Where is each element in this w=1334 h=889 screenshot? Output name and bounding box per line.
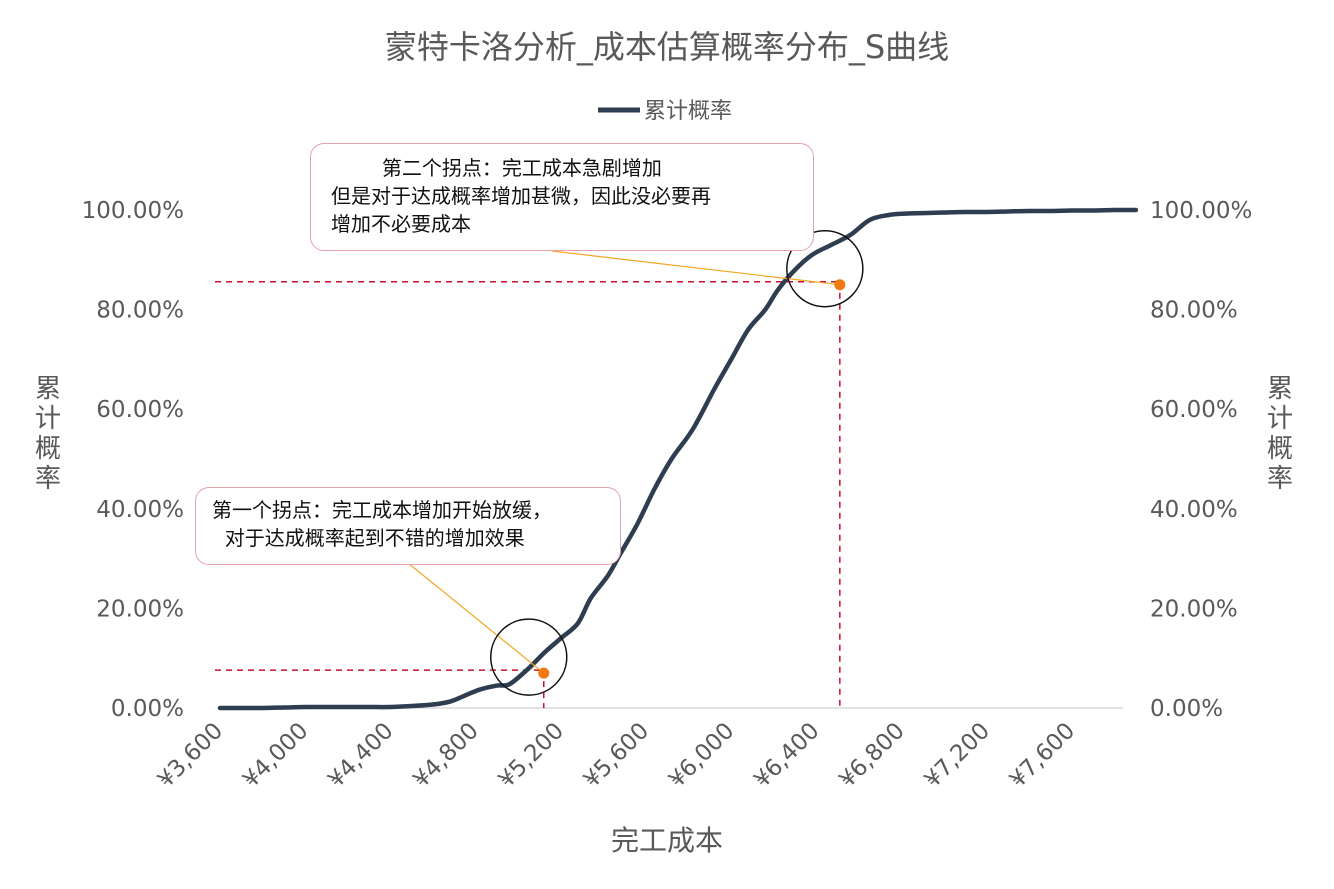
y-tick-label-left: 20.00% xyxy=(96,596,184,622)
callout-2-line-3: 增加不必要成本 xyxy=(331,212,471,236)
callout-1-line-1: 第一个拐点：完工成本增加开始放缓， xyxy=(212,498,552,522)
chart-title: 蒙特卡洛分析_成本估算概率分布_S曲线 xyxy=(385,28,949,66)
y-tick-label-left: 80.00% xyxy=(96,298,184,324)
leader-line xyxy=(407,562,545,674)
callout-inflection-2: 第二个拐点：完工成本急剧增加 但是对于达成概率增加甚微，因此没必要再 增加不必要… xyxy=(310,143,814,251)
x-tick-label: ¥4,000 xyxy=(238,718,313,793)
y-axis-left: 0.00% 20.00% 40.00% 60.00% 80.00% 100.00% xyxy=(82,198,184,722)
series-layer xyxy=(217,207,1139,711)
highlight-circle xyxy=(786,229,864,308)
x-tick-label: ¥3,600 xyxy=(153,718,228,793)
y-tick-label-right: 80.00% xyxy=(1150,298,1238,324)
y-tick-label-left: 40.00% xyxy=(96,497,184,523)
y-tick-label-right: 20.00% xyxy=(1150,596,1238,622)
inflection-point-marker xyxy=(538,667,550,679)
svg-text:累计概率: 累计概率 xyxy=(35,374,61,494)
highlight-layer xyxy=(407,229,864,696)
leader-line xyxy=(551,250,840,286)
callout-2-line-1: 第二个拐点：完工成本急剧增加 xyxy=(331,156,662,180)
guide-lines xyxy=(215,280,841,708)
svg-text:累计概率: 累计概率 xyxy=(1267,374,1293,494)
x-tick-label: ¥4,800 xyxy=(409,718,484,793)
y-tick-label-left: 60.00% xyxy=(96,397,184,423)
x-tick-label: ¥7,200 xyxy=(920,718,995,793)
x-axis-title: 完工成本 xyxy=(611,824,723,857)
series-line xyxy=(217,207,1139,711)
y-axis-title-right: 累计概率 xyxy=(1267,374,1293,494)
x-tick-label: ¥6,800 xyxy=(835,718,910,793)
y-axis-right: 0.00% 20.00% 40.00% 60.00% 80.00% 100.00% xyxy=(1150,198,1252,722)
x-tick-label: ¥6,400 xyxy=(749,718,824,793)
x-tick-label: ¥7,600 xyxy=(1005,718,1080,793)
y-axis-title-left: 累计概率 xyxy=(35,374,61,494)
x-axis: ¥3,600 ¥4,000 ¥4,400 ¥4,800 ¥5,200 ¥5,600 ¥6,0… xyxy=(153,718,1080,793)
callout-2-line-2: 但是对于达成概率增加甚微，因此没必要再 xyxy=(331,184,711,208)
y-tick-label-right: 0.00% xyxy=(1150,696,1223,722)
y-tick-label-right: 40.00% xyxy=(1150,497,1238,523)
x-tick-label: ¥6,000 xyxy=(664,718,739,793)
y-tick-label-left: 100.00% xyxy=(82,198,184,224)
y-tick-label-right: 100.00% xyxy=(1150,198,1252,224)
inflection-point-marker xyxy=(834,279,846,291)
x-tick-label: ¥5,600 xyxy=(579,718,654,793)
highlight-circle xyxy=(490,618,568,696)
callout-1-line-2: 对于达成概率起到不错的增加效果 xyxy=(212,526,525,550)
legend: 累计概率 xyxy=(598,99,732,124)
y-tick-label-right: 60.00% xyxy=(1150,397,1238,423)
x-tick-label: ¥5,200 xyxy=(494,718,569,793)
x-tick-label: ¥4,400 xyxy=(323,718,398,793)
y-tick-label-left: 0.00% xyxy=(111,696,184,722)
callout-inflection-1: 第一个拐点：完工成本增加开始放缓， 对于达成概率起到不错的增加效果 xyxy=(195,487,621,565)
legend-label: 累计概率 xyxy=(644,99,732,124)
